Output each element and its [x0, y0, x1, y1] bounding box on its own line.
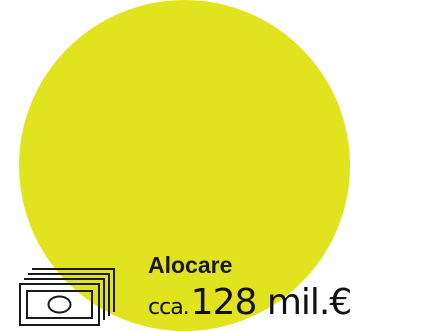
- money-stack-icon: [19, 268, 115, 326]
- yellow-circle: [19, 0, 350, 331]
- amount-prefix: cca.: [148, 295, 190, 320]
- allocation-label: Alocare: [148, 252, 233, 278]
- allocation-amount: cca.128 mil.€: [148, 282, 353, 323]
- amount-value: 128 mil.€: [190, 282, 353, 323]
